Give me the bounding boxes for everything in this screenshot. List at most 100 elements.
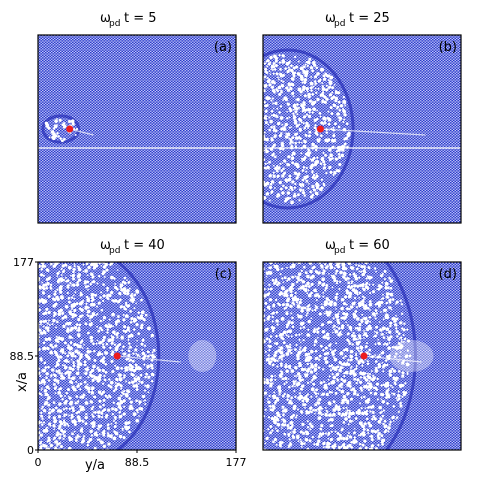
void xyxy=(245,350,247,352)
void xyxy=(127,304,131,308)
void xyxy=(34,305,37,308)
void xyxy=(296,408,300,411)
void xyxy=(279,252,281,254)
void xyxy=(306,368,310,372)
void xyxy=(385,394,389,397)
void xyxy=(314,308,316,311)
void xyxy=(363,267,366,270)
void xyxy=(36,286,38,288)
void xyxy=(261,460,263,462)
void xyxy=(2,333,6,337)
void xyxy=(304,63,307,66)
void xyxy=(101,299,105,302)
void xyxy=(102,335,107,340)
void xyxy=(286,191,291,195)
void xyxy=(332,464,334,466)
void xyxy=(323,228,325,230)
void xyxy=(335,307,338,310)
void xyxy=(324,346,328,350)
void xyxy=(53,447,58,450)
void xyxy=(19,335,21,337)
void xyxy=(393,323,398,327)
void xyxy=(42,283,46,287)
void xyxy=(313,412,316,415)
void xyxy=(32,389,35,392)
void xyxy=(256,451,259,454)
void xyxy=(141,394,144,397)
void xyxy=(61,453,63,455)
void xyxy=(376,377,380,381)
void xyxy=(99,440,102,443)
void xyxy=(294,110,298,114)
void xyxy=(57,340,60,344)
void xyxy=(249,281,251,283)
void xyxy=(247,398,249,400)
void xyxy=(144,375,147,379)
void xyxy=(329,170,333,174)
void xyxy=(16,329,19,332)
void xyxy=(46,398,49,401)
void xyxy=(294,348,297,351)
void xyxy=(61,311,65,315)
void xyxy=(312,156,316,160)
void xyxy=(349,367,352,369)
void xyxy=(124,421,129,426)
void xyxy=(86,274,89,277)
void xyxy=(17,401,20,404)
void xyxy=(258,424,262,428)
void xyxy=(251,158,254,161)
void xyxy=(407,349,409,352)
void xyxy=(51,257,54,260)
void xyxy=(315,442,320,447)
void xyxy=(29,404,31,406)
void xyxy=(42,329,46,333)
void xyxy=(131,292,134,295)
void xyxy=(26,274,29,277)
void xyxy=(298,123,301,126)
void xyxy=(28,302,31,305)
void xyxy=(72,277,76,281)
void xyxy=(251,449,254,452)
void xyxy=(268,258,270,260)
void xyxy=(35,295,38,298)
void xyxy=(317,272,320,275)
void xyxy=(314,84,316,86)
void xyxy=(291,275,295,279)
void xyxy=(341,262,345,265)
void xyxy=(272,127,276,131)
void xyxy=(46,322,49,325)
void xyxy=(282,464,285,467)
void xyxy=(122,329,125,332)
void xyxy=(279,187,283,191)
void xyxy=(277,460,279,462)
void xyxy=(101,272,105,276)
void xyxy=(333,328,336,331)
void xyxy=(130,365,134,369)
void xyxy=(242,297,245,300)
void xyxy=(125,426,129,431)
void xyxy=(3,380,5,382)
void xyxy=(277,85,282,90)
void xyxy=(104,362,108,366)
void xyxy=(283,96,288,101)
void xyxy=(266,466,268,468)
void xyxy=(250,447,253,450)
void xyxy=(269,241,273,245)
void xyxy=(249,397,251,399)
void xyxy=(28,298,32,302)
void xyxy=(5,395,7,397)
void xyxy=(269,405,272,408)
void xyxy=(295,375,298,377)
void xyxy=(44,283,48,287)
void xyxy=(244,268,246,270)
void xyxy=(374,417,377,420)
void xyxy=(336,386,339,390)
void xyxy=(29,341,32,344)
void xyxy=(290,369,295,373)
void xyxy=(378,405,383,410)
void xyxy=(13,400,15,402)
void xyxy=(289,243,291,245)
void xyxy=(310,291,313,295)
void xyxy=(18,312,21,315)
void xyxy=(47,411,52,415)
